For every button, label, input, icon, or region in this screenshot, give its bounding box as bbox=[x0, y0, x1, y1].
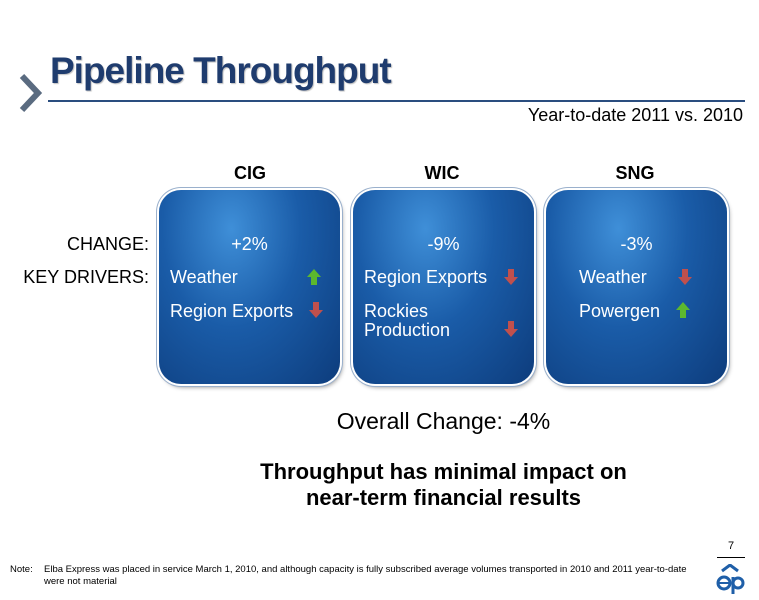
driver-label: Weather bbox=[579, 267, 647, 287]
page-number-rule bbox=[717, 557, 745, 558]
page-number: 7 bbox=[727, 540, 735, 552]
down-arrow-icon bbox=[504, 269, 518, 285]
driver-label: Region Exports bbox=[364, 267, 488, 287]
change-value: -3% bbox=[620, 234, 653, 254]
driver-label: Powergen bbox=[579, 301, 661, 321]
footnote-text: Elba Express was placed in service March… bbox=[44, 564, 687, 587]
footnote: Note: Elba Express was placed in service… bbox=[10, 564, 704, 588]
company-logo bbox=[716, 564, 745, 594]
change-value: -9% bbox=[427, 234, 460, 254]
down-arrow-icon bbox=[504, 321, 518, 337]
change-row-label: CHANGE: bbox=[66, 234, 149, 254]
card-cig: +2% Weather Region Exports bbox=[159, 190, 340, 384]
column-header-sng: SNG bbox=[615, 163, 655, 183]
key-message-line-2: near-term financial results bbox=[305, 485, 582, 510]
driver-label: Weather bbox=[170, 267, 238, 287]
page-title: Pipeline Throughput bbox=[50, 50, 392, 91]
driver-label: Region Exports bbox=[170, 301, 294, 321]
key-drivers-row-label: KEY DRIVERS: bbox=[23, 267, 149, 287]
column-header-wic: WIC bbox=[424, 163, 460, 183]
title-divider bbox=[48, 100, 745, 102]
footnote-label: Note: bbox=[10, 564, 33, 575]
chevron-right-icon bbox=[19, 73, 43, 113]
card-sng: -3% Weather Powergen bbox=[546, 190, 727, 384]
key-message: Throughput has minimal impact on near-te… bbox=[0, 459, 759, 511]
card-wic: -9% Region Exports Rockies Production bbox=[353, 190, 534, 384]
overall-change: Overall Change: -4% bbox=[336, 408, 551, 434]
down-arrow-icon bbox=[309, 302, 323, 318]
column-header-cig: CIG bbox=[233, 163, 266, 183]
driver-label: Rockies bbox=[364, 301, 429, 321]
up-arrow-icon bbox=[307, 269, 321, 285]
key-message-line-1: Throughput has minimal impact on bbox=[260, 459, 627, 484]
driver-label-line2: Production bbox=[364, 320, 451, 340]
down-arrow-icon bbox=[678, 269, 692, 285]
subtitle: Year-to-date 2011 vs. 2010 bbox=[527, 105, 743, 125]
change-value: +2% bbox=[231, 234, 268, 254]
up-arrow-icon bbox=[676, 302, 690, 318]
